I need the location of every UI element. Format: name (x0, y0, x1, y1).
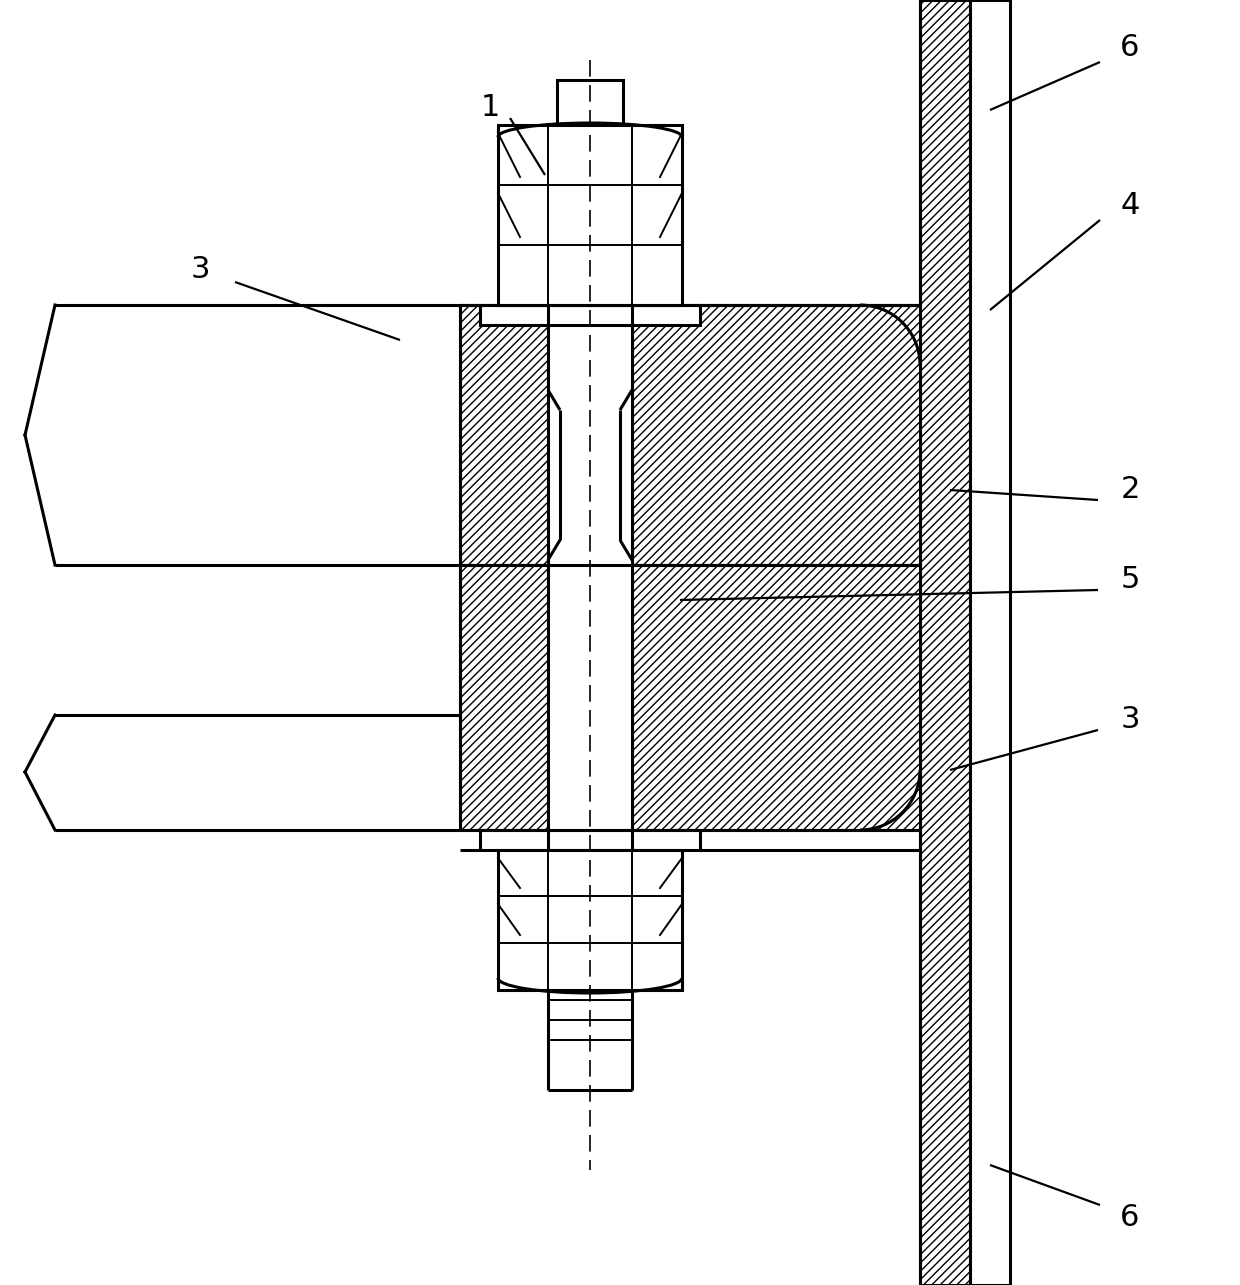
Bar (480, 830, 701, 849)
Text: 6: 6 (1120, 1204, 1140, 1232)
Bar (632, 305, 920, 565)
Bar (970, 0, 1011, 1285)
Text: 4: 4 (1120, 190, 1140, 220)
Text: 3: 3 (1120, 705, 1140, 735)
Bar (480, 305, 701, 325)
Bar (460, 565, 548, 830)
Bar (548, 305, 632, 830)
Bar (460, 305, 548, 565)
Bar (920, 0, 970, 1285)
Bar (498, 849, 682, 989)
Text: 5: 5 (1120, 565, 1140, 595)
Bar (632, 565, 920, 830)
Text: 3: 3 (190, 256, 210, 284)
Bar (557, 80, 622, 125)
Text: 1: 1 (480, 94, 500, 122)
Text: 2: 2 (1120, 475, 1140, 505)
Bar (498, 125, 682, 305)
Text: 6: 6 (1120, 33, 1140, 63)
